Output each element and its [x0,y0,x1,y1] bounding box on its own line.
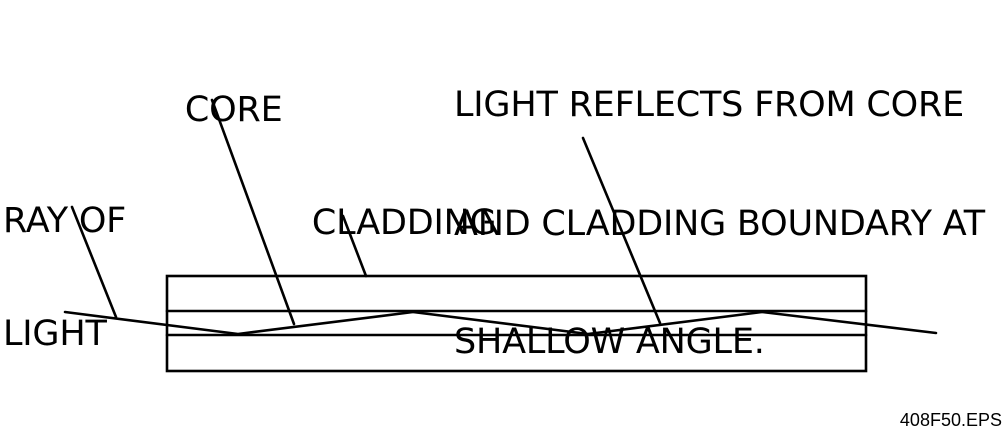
reflection-leader [581,136,662,325]
cladding-label-text: CLADDING [311,203,497,243]
reflection-note-line-1: LIGHT REFLECTS FROM CORE [454,85,965,126]
reflection-note-label: LIGHT REFLECTS FROM CORE AND CLADDING BO… [454,7,985,402]
ray-of-light-line-1: RAY OF [3,200,127,241]
reflection-note-line-3: SHALLOW ANGLE. [454,322,765,363]
reflection-note-line-2: AND CLADDING BOUNDARY AT [454,203,985,244]
cladding-leader [341,214,368,278]
light-ray-path [63,310,938,336]
core-label-text: CORE [184,90,283,130]
file-name-label: 408F50.EPS [899,410,1002,430]
cladding-label: CLADDING [290,171,497,243]
ray-of-light-leader [70,205,118,319]
core-leader [210,98,296,326]
ray-of-light-label: RAY OF LIGHT [3,127,126,392]
ray-of-light-line-2: LIGHT [3,313,107,354]
core-label: CORE [163,58,283,130]
